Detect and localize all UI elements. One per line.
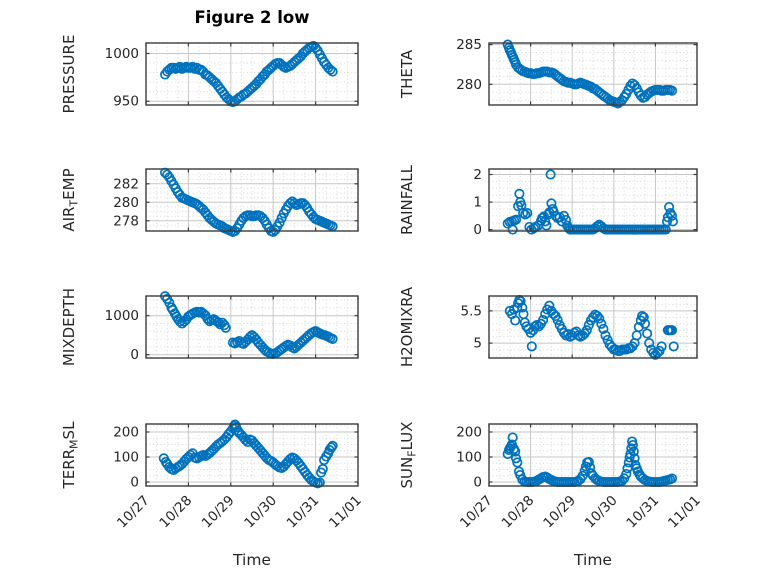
axes-box <box>145 42 359 106</box>
y-tick-label: 0 <box>473 222 482 238</box>
subplot-h2omixra: 5 5.5 H2OMIXRA <box>398 286 698 367</box>
subplot-terr-msl: 0 100 200 TERRMSL 10/27 10/28 10/29 10/30 10/31 1… <box>60 419 365 532</box>
axis-ticks <box>488 424 698 486</box>
x-tick-label: 10/29 <box>540 493 579 532</box>
data-points <box>158 419 338 489</box>
y-tick-label: 1000 <box>105 46 139 62</box>
axis-ticks <box>488 43 698 105</box>
y-tick-label: 100 <box>113 450 139 466</box>
y-tick-label: 5.5 <box>461 303 482 319</box>
y-axis-label: TERRMSL <box>60 421 81 490</box>
data-points <box>502 39 678 109</box>
y-tick-label: 0 <box>130 347 139 363</box>
axes-box <box>145 168 359 232</box>
axes-box <box>145 423 359 487</box>
plot-background <box>146 43 358 105</box>
y-tick-label: 5 <box>473 336 482 352</box>
axes-box <box>488 295 698 359</box>
x-tick-label: 10/30 <box>582 493 621 532</box>
minor-grid <box>489 424 697 486</box>
axis-ticks <box>488 169 698 231</box>
subplot-sun-flux: 0 100 200 SUNFLUX 10/27 10/28 10/29 10/30 10/31 1… <box>398 422 704 532</box>
y-axis-label: AIRTEMP <box>60 168 81 231</box>
x-tick-label: 11/01 <box>326 493 365 532</box>
x-tick-label: 10/27 <box>457 493 496 532</box>
axes-box <box>488 168 698 232</box>
y-tick-label: 950 <box>113 94 139 110</box>
y-axis-label: MIXDEPTH <box>60 288 78 366</box>
x-axis-title-right: Time <box>574 551 612 569</box>
y-tick-label: 278 <box>113 213 139 229</box>
axis-ticks <box>145 169 359 231</box>
y-tick-label: 285 <box>456 37 482 53</box>
y-axis-label: PRESSURE <box>60 35 78 114</box>
axes-box <box>145 295 359 359</box>
axis-ticks <box>488 296 698 358</box>
subplot-rainfall: 0 1 2 RAINFALL <box>398 164 698 238</box>
y-tick-label: 200 <box>456 425 482 441</box>
y-axis-label: THETA <box>398 49 416 99</box>
y-axis-label: H2OMIXRA <box>398 286 416 367</box>
y-axis-label: RAINFALL <box>398 164 416 235</box>
y-tick-label: 2 <box>473 167 482 183</box>
x-axis-title-left: Time <box>233 551 271 569</box>
y-tick-label: 200 <box>113 425 139 441</box>
minor-grid <box>489 296 697 358</box>
y-tick-label: 100 <box>456 450 482 466</box>
x-tick-label: 10/30 <box>241 493 280 532</box>
axis-ticks <box>145 424 359 486</box>
subplot-mixdepth: 0 1000 MIXDEPTH <box>60 288 359 366</box>
y-tick-label: 280 <box>456 77 482 93</box>
x-tick-label: 10/29 <box>199 493 238 532</box>
axis-ticks <box>145 43 359 105</box>
axis-ticks <box>145 296 359 358</box>
data-points <box>160 291 338 360</box>
subplot-theta: 280 285 THETA <box>398 37 698 109</box>
data-points <box>502 169 678 235</box>
y-tick-label: 282 <box>113 176 139 192</box>
subplot-air-temp: 278 280 282 AIRTEMP <box>60 167 359 237</box>
x-tick-label: 11/01 <box>665 493 704 532</box>
data-points <box>504 294 679 360</box>
y-tick-label: 0 <box>130 475 139 491</box>
axes-box <box>488 423 698 487</box>
y-tick-label: 280 <box>113 195 139 211</box>
figure-title: Figure 2 low <box>194 8 310 27</box>
plot-background <box>146 296 358 358</box>
x-tick-label: 10/28 <box>499 493 538 532</box>
plot-background <box>146 424 358 486</box>
subplot-pressure: 950 1000 PRESSURE <box>60 35 359 114</box>
x-tick-label: 10/31 <box>623 493 662 532</box>
y-axis-label: SUNFLUX <box>398 422 419 489</box>
axes-box <box>488 42 698 106</box>
x-tick-label: 10/28 <box>156 493 195 532</box>
y-tick-label: 0 <box>473 475 482 491</box>
y-tick-label: 1000 <box>105 308 139 324</box>
x-tick-label: 10/27 <box>114 493 153 532</box>
major-grid <box>146 296 358 358</box>
data-points <box>160 40 338 108</box>
y-tick-label: 1 <box>473 195 482 211</box>
data-points <box>160 167 338 237</box>
x-tick-label: 10/31 <box>284 493 323 532</box>
